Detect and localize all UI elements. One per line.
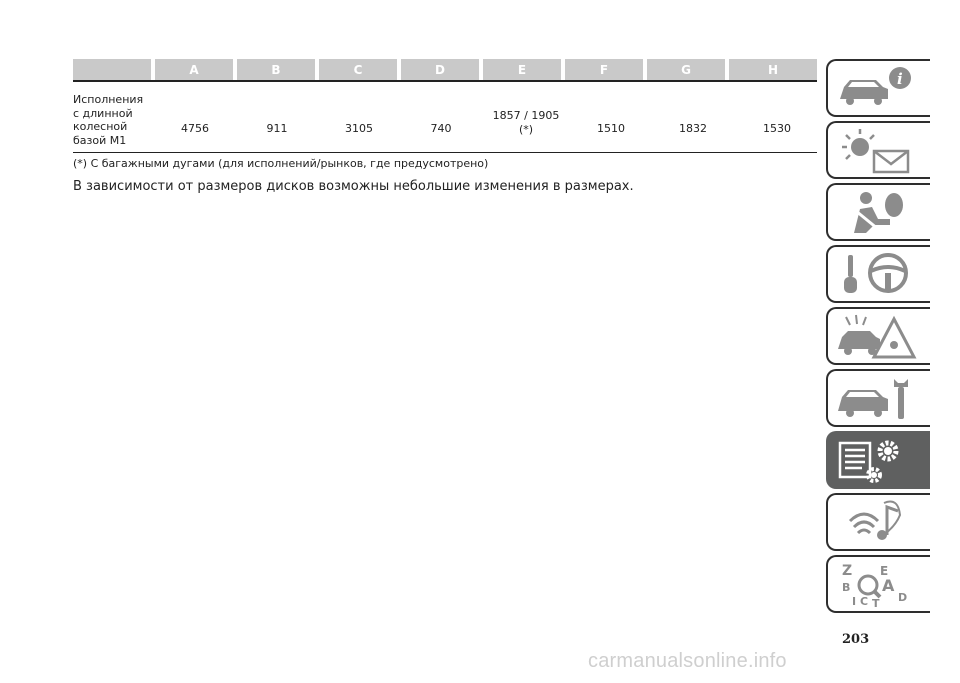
svg-text:E: E (880, 564, 888, 578)
tab-safety[interactable] (826, 183, 930, 241)
tab-technical-data[interactable] (826, 431, 930, 489)
tab-car-info[interactable]: i (826, 59, 930, 117)
header-col-a: A (155, 59, 233, 80)
tab-emergency[interactable] (826, 307, 930, 365)
header-col-g: G (647, 59, 725, 80)
car-breakdown-warning-icon (838, 314, 917, 359)
seat-belt-airbag-icon (854, 192, 903, 233)
header-col-b: B (237, 59, 315, 80)
value-a: 4756 (181, 122, 209, 135)
svg-text:C: C (860, 595, 868, 608)
header-col-h: H (729, 59, 817, 80)
watermark: carmanualsonline.info (588, 650, 787, 672)
svg-text:B: B (842, 581, 850, 594)
car-maintenance-wrench-icon (838, 379, 908, 419)
header-col-e: E (483, 59, 561, 80)
dimensions-table: A B C D E F G H Исполнения с длинной кол… (73, 59, 817, 153)
table-row: Исполнения с длинной колесной базой M1 4… (73, 82, 817, 153)
svg-text:T: T (872, 597, 880, 609)
value-c: 3105 (345, 122, 373, 135)
tab-starting-driving[interactable] (826, 245, 930, 303)
svg-text:Z: Z (842, 563, 852, 579)
value-g: 1832 (679, 122, 707, 135)
svg-text:i: i (897, 70, 903, 88)
svg-text:D: D (898, 591, 907, 604)
header-col-d: D (401, 59, 479, 80)
svg-text:A: A (882, 576, 895, 595)
page-number: 203 (842, 632, 870, 647)
value-f: 1510 (597, 122, 625, 135)
technical-specifications-gears-icon (838, 440, 899, 483)
value-b: 911 (266, 122, 288, 135)
car-info-icon: i (840, 67, 911, 105)
table-header: A B C D E F G H (73, 59, 817, 82)
row-label: Исполнения с длинной колесной базой M1 (73, 93, 144, 147)
svg-text:I: I (852, 595, 856, 608)
footnote: (*) С багажными дугами (для исполнений/р… (73, 157, 489, 170)
tab-multimedia[interactable] (826, 493, 930, 551)
tab-index[interactable]: Z E A B I C T D (826, 555, 930, 613)
value-h: 1530 (763, 122, 791, 135)
warning-lights-message-icon (842, 129, 910, 174)
header-empty-cell (73, 59, 151, 80)
header-col-f: F (565, 59, 643, 80)
header-col-c: C (319, 59, 397, 80)
tab-maintenance[interactable] (826, 369, 930, 427)
value-d: 740 (430, 122, 452, 135)
dimensions-note: В зависимости от размеров дисков возможн… (73, 179, 634, 194)
key-steering-wheel-icon (844, 253, 908, 293)
index-search-icon: Z E A B I C T D (842, 563, 907, 609)
multimedia-icon (848, 500, 902, 540)
value-e: 1857 / 1905 (*) (492, 109, 560, 136)
tab-warning-lights[interactable] (826, 121, 930, 179)
